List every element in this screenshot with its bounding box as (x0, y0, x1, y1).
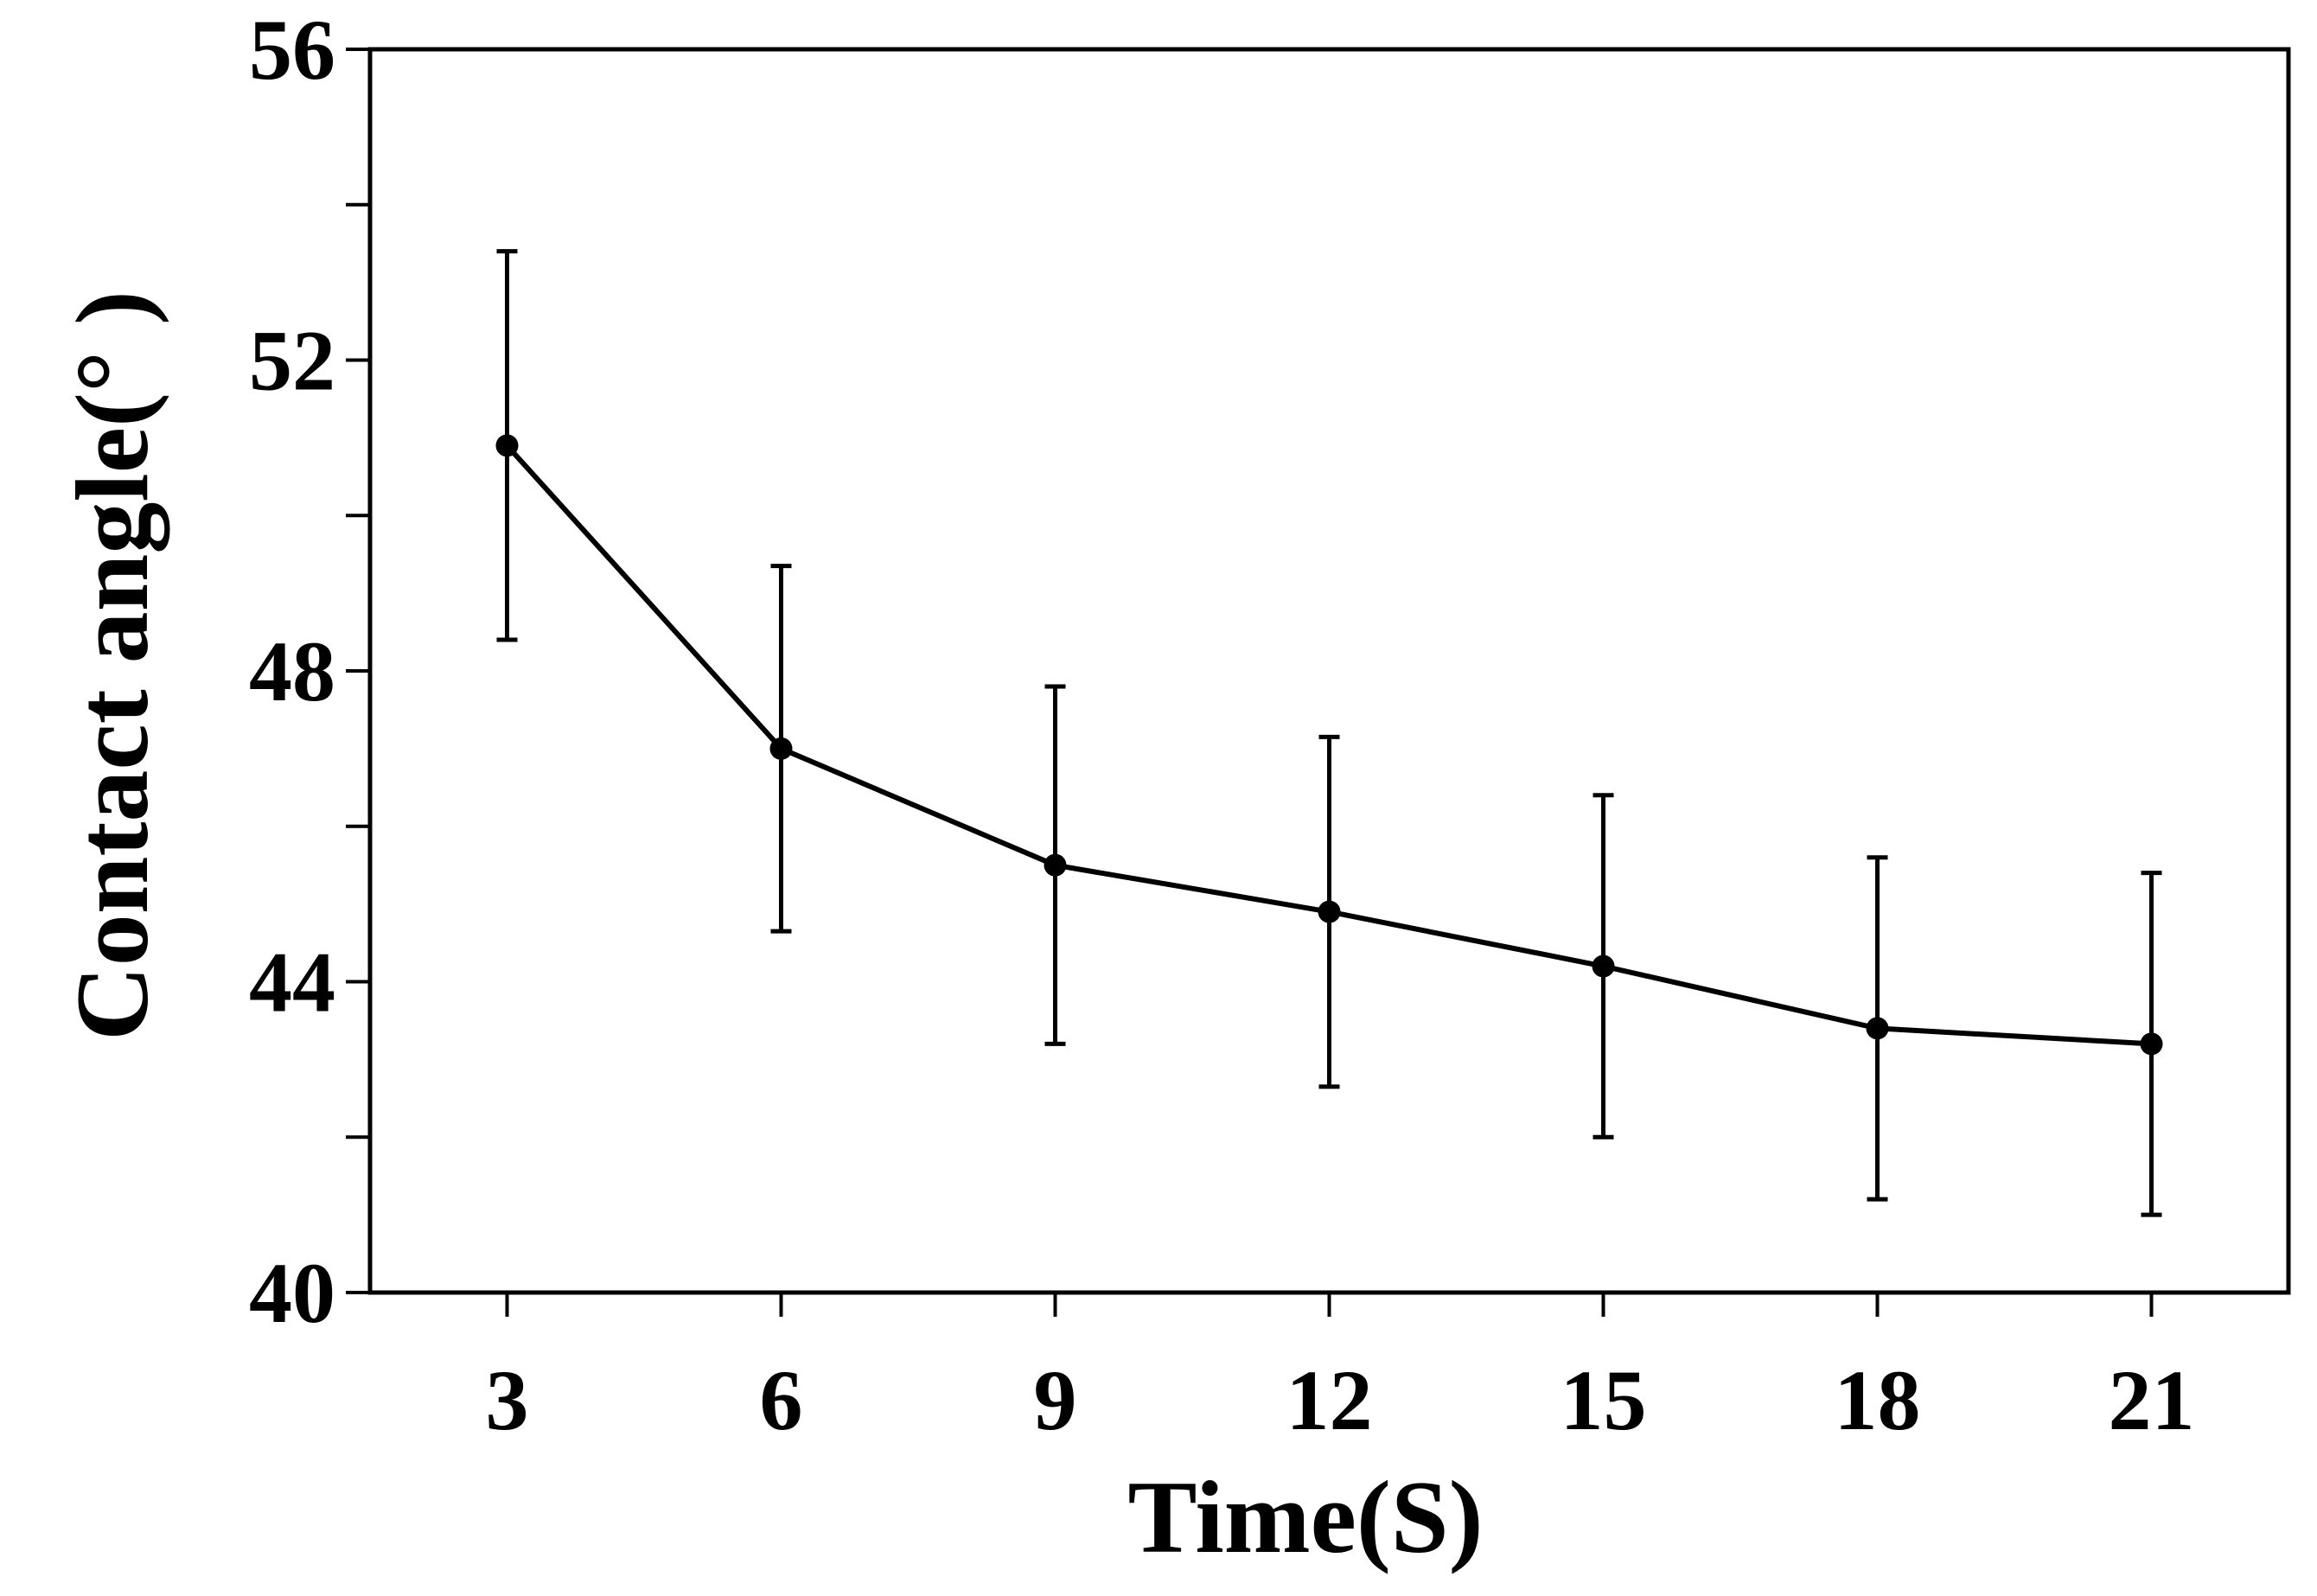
data-point (769, 737, 793, 760)
plot-frame (367, 47, 2291, 1295)
y-tick-label: 40 (249, 1245, 335, 1341)
series-layer (495, 249, 2163, 1217)
data-point (1866, 1017, 1889, 1040)
x-tick-label: 9 (1034, 1352, 1077, 1448)
data-point (1318, 900, 1341, 923)
data-point (1044, 853, 1067, 877)
x-axis: 3 6 9 12 15 18 21 (486, 1293, 2195, 1448)
y-tick-label: 52 (249, 313, 335, 409)
y-axis-title: Contact angle(° ) (54, 290, 170, 1041)
x-axis-title: Time(S) (1127, 1459, 1483, 1574)
x-tick-label: 21 (2109, 1352, 2195, 1448)
x-tick-label: 6 (760, 1352, 803, 1448)
x-tick-label: 3 (486, 1352, 529, 1448)
data-point (1592, 954, 1615, 978)
x-tick-label: 12 (1286, 1352, 1373, 1448)
y-tick-label: 48 (249, 623, 335, 719)
data-point (2140, 1032, 2163, 1056)
x-tick-label: 18 (1835, 1352, 1921, 1448)
y-axis: 40 44 48 52 56 (249, 2, 370, 1341)
data-point (495, 434, 519, 457)
y-tick-label: 44 (249, 935, 335, 1031)
x-tick-label: 15 (1561, 1352, 1647, 1448)
y-tick-label: 56 (249, 2, 335, 98)
